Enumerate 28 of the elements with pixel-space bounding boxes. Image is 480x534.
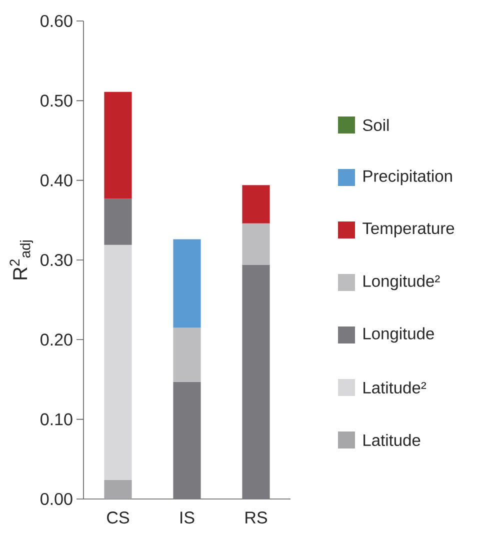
x-tick-label: RS — [246, 512, 268, 524]
legend-label: Latitude — [364, 434, 420, 446]
legend-label: Soil — [362, 118, 389, 132]
y-tick-label: 0.10 — [40, 413, 72, 426]
legend-label: Latitude² — [364, 381, 426, 394]
bar — [173, 382, 201, 499]
bar — [104, 244, 132, 480]
bar — [104, 198, 132, 245]
bar — [242, 185, 270, 224]
x-tick-label: IS — [180, 512, 194, 524]
legend-label: Precipitation — [364, 170, 452, 186]
bar — [173, 328, 201, 382]
legend-label: Longitude² — [364, 274, 440, 290]
x-tick-label: CS — [107, 512, 130, 524]
legend-label: Temperature — [362, 222, 454, 238]
bar — [242, 223, 270, 265]
y-tick-label: 0.00 — [40, 492, 72, 506]
y-tick-label: 0.20 — [40, 334, 72, 346]
bar — [242, 264, 270, 499]
y-axis-title: R$^{2}$adj — [10, 240, 34, 280]
y-tick-label: 0.60 — [40, 14, 72, 28]
y-tick-label: 0.40 — [40, 174, 72, 186]
bar — [173, 239, 201, 328]
bar — [104, 480, 132, 499]
legend-label: Longitude — [364, 327, 434, 343]
y-tick-label: 0.50 — [40, 94, 72, 107]
y-tick-label: 0.30 — [40, 254, 72, 266]
bar — [104, 92, 132, 199]
